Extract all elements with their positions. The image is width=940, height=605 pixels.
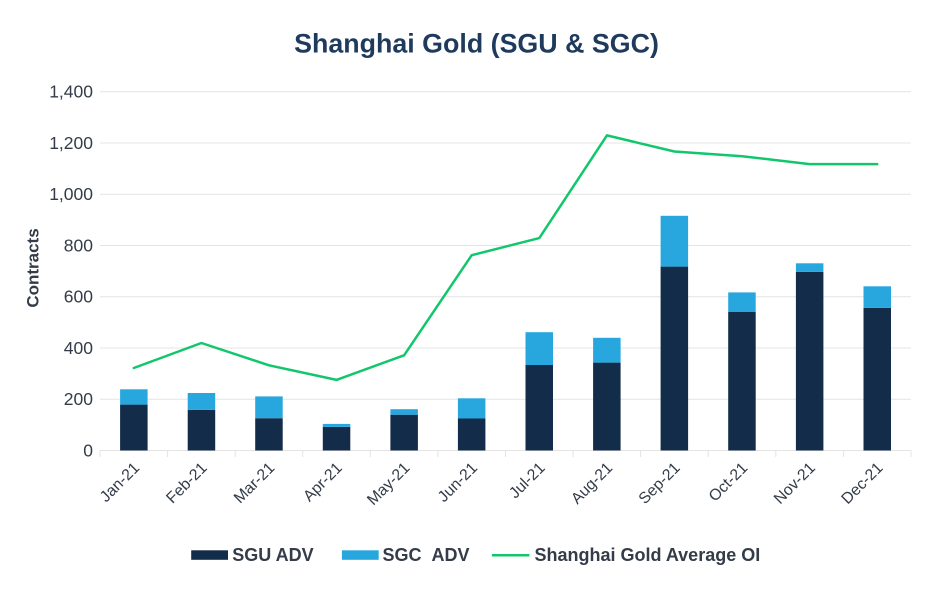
svg-text:1,200: 1,200: [49, 133, 93, 153]
svg-text:Contracts: Contracts: [24, 228, 43, 307]
svg-text:200: 200: [64, 389, 93, 409]
svg-text:600: 600: [64, 287, 93, 307]
svg-text:800: 800: [64, 236, 93, 256]
svg-text:0: 0: [83, 441, 93, 461]
svg-text:1,000: 1,000: [49, 184, 93, 204]
svg-text:400: 400: [64, 338, 93, 358]
svg-text:SGC ADV: SGC ADV: [383, 545, 470, 565]
svg-text:1,400: 1,400: [49, 82, 93, 102]
svg-text:Shanghai Gold (SGU & SGC): Shanghai Gold (SGU & SGC): [294, 29, 659, 59]
svg-text:SGU ADV: SGU ADV: [232, 545, 313, 565]
svg-text:Shanghai Gold Average OI: Shanghai Gold Average OI: [535, 545, 761, 565]
